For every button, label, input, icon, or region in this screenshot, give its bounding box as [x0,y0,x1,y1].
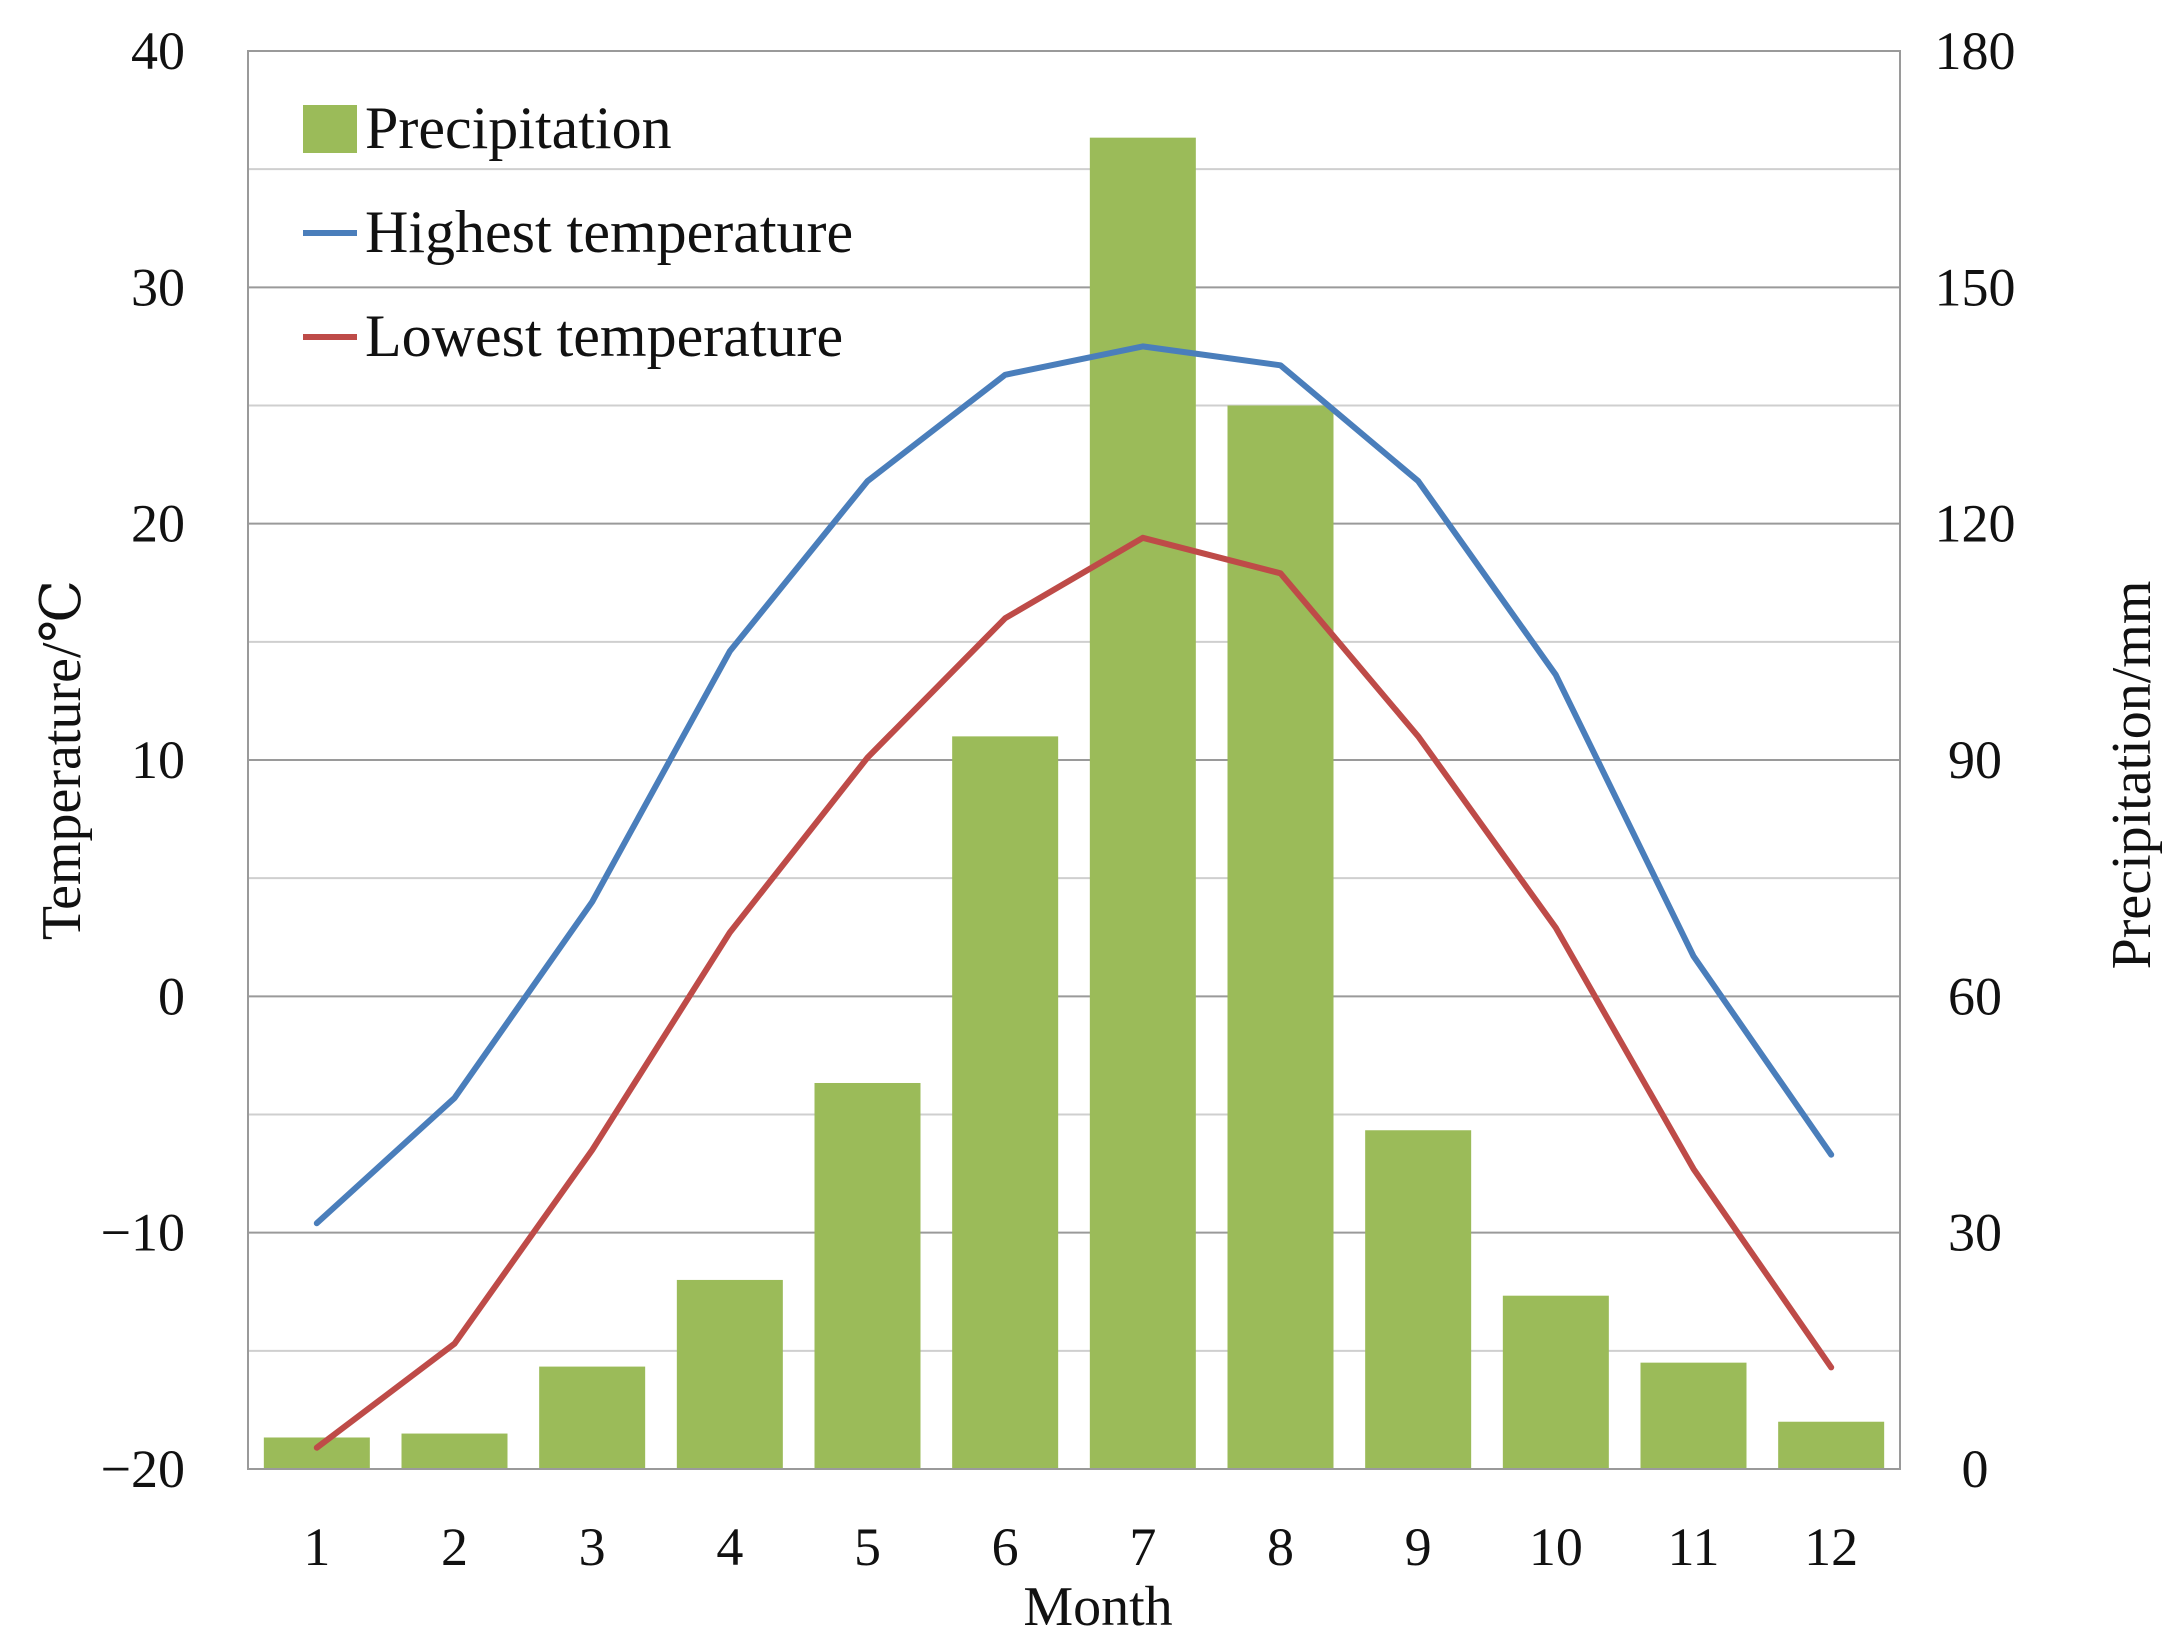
legend-swatch-precipitation [303,105,357,153]
x-axis-title: Month [1023,1576,1172,1638]
x-tick-label: 5 [854,1517,881,1577]
precipitation-bar-7 [1089,137,1196,1470]
left-axis-ticks: −20 −10 0 10 20 30 40 [101,21,185,1499]
highest-temperature-line [313,343,1835,1227]
precipitation-bar-5 [814,1082,921,1469]
x-tick-label: 1 [303,1517,330,1577]
y-right-tick-label: 60 [1948,966,2002,1026]
legend-label-highest-temperature: Highest temperature [365,199,853,265]
right-axis-ticks: 0 30 60 90 120 150 180 [1935,21,2016,1499]
x-tick-label: 11 [1668,1517,1720,1577]
precipitation-bar-8 [1227,405,1334,1469]
temperature-lines [313,343,1835,1451]
precipitation-bar-11 [1640,1362,1747,1469]
x-tick-label: 6 [992,1517,1019,1577]
legend-label-precipitation: Precipitation [365,95,672,161]
y-left-tick-label: 10 [131,730,185,790]
y-left-tick-label: 20 [131,494,185,554]
x-tick-label: 10 [1529,1517,1583,1577]
y-right-tick-label: 0 [1962,1439,1989,1499]
y-right-tick-label: 180 [1935,21,2016,81]
y-right-tick-label: 90 [1948,730,2002,790]
legend: Precipitation Highest temperature Lowest… [303,95,853,369]
y-axis-right-title: Precipitation/mm [2101,581,2163,970]
x-tick-label: 4 [716,1517,743,1577]
y-right-tick-label: 30 [1948,1203,2002,1263]
x-tick-label: 9 [1405,1517,1432,1577]
y-left-tick-label: 40 [131,21,185,81]
plot-frame [247,50,1901,1470]
x-axis-ticks: 1 2 3 4 5 6 7 8 9 10 11 12 [303,1517,1858,1577]
x-tick-label: 12 [1804,1517,1858,1577]
y-right-tick-label: 120 [1935,494,2016,554]
precipitation-bar-3 [539,1366,646,1469]
x-tick-label: 8 [1267,1517,1294,1577]
precipitation-bar-10 [1502,1295,1609,1469]
precipitation-bar-9 [1365,1130,1472,1469]
legend-label-lowest-temperature: Lowest temperature [365,303,843,369]
y-left-tick-label: 0 [158,966,185,1026]
precipitation-bar-4 [676,1279,783,1469]
precipitation-bars [263,137,1885,1470]
precipitation-bar-6 [952,736,1059,1469]
y-left-tick-label: −20 [101,1439,185,1499]
lowest-temperature-line [313,534,1835,1451]
x-tick-label: 3 [579,1517,606,1577]
y-left-tick-label: 30 [131,257,185,317]
x-tick-label: 2 [441,1517,468,1577]
x-tick-label: 7 [1129,1517,1156,1577]
y-axis-left-title: Temperature/℃ [31,580,93,940]
precipitation-bar-2 [401,1433,508,1469]
y-right-tick-label: 150 [1935,257,2016,317]
precipitation-bar-1 [263,1437,370,1469]
y-left-tick-label: −10 [101,1203,185,1263]
precipitation-bar-12 [1778,1421,1885,1469]
